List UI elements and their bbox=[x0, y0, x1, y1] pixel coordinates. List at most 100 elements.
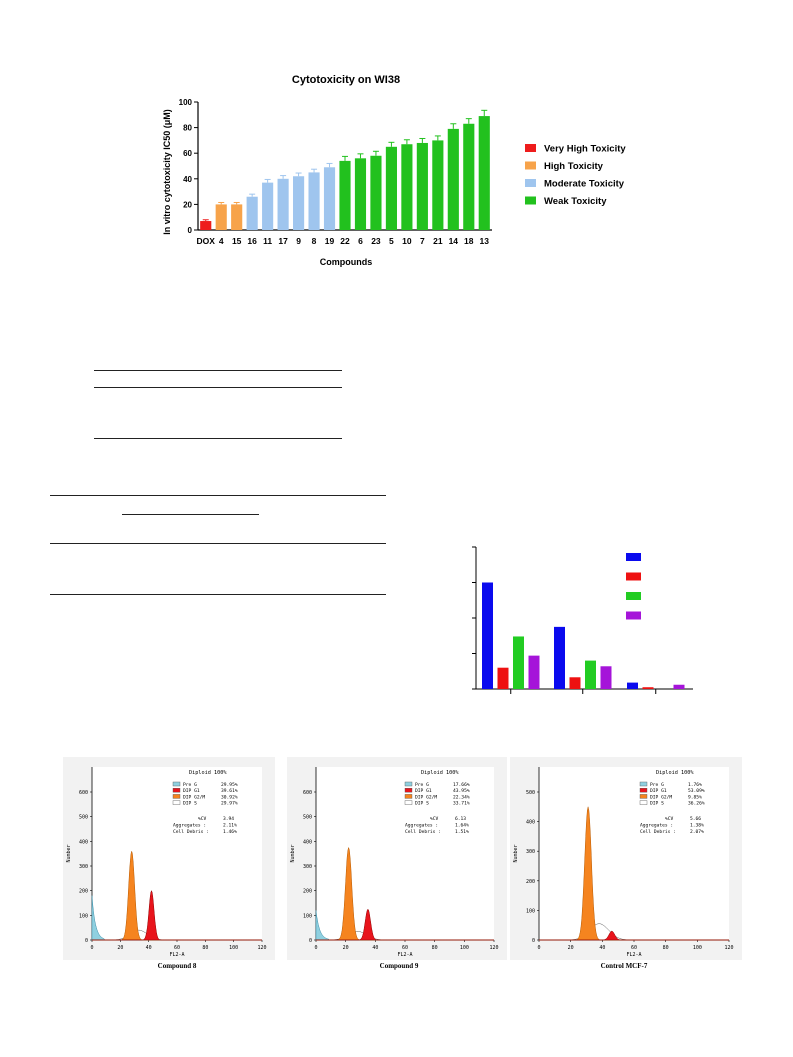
legend-swatch bbox=[626, 572, 641, 581]
x-tick-label: 22 bbox=[340, 236, 350, 246]
x-tick-label: 80 bbox=[663, 945, 669, 951]
bar bbox=[262, 182, 274, 230]
stat-value: 29.95% bbox=[221, 782, 238, 788]
table2-subheader-rule bbox=[122, 514, 259, 515]
y-tick-label: 200 bbox=[79, 889, 88, 895]
y-tick-label: 400 bbox=[303, 839, 312, 845]
stat-name: DIP S bbox=[183, 801, 197, 807]
table1-top-rule bbox=[94, 370, 342, 371]
bar bbox=[478, 116, 490, 230]
stat-value: 1.76% bbox=[688, 782, 702, 788]
table2-header-rule bbox=[50, 543, 386, 544]
y-tick-label: 400 bbox=[79, 839, 88, 845]
y-tick-label: 600 bbox=[79, 790, 88, 796]
bar bbox=[416, 142, 428, 230]
y-tick-label: 100 bbox=[179, 98, 193, 107]
bar bbox=[277, 178, 289, 230]
debris-label: Cell Debris : bbox=[640, 829, 676, 835]
debris-value: 2.07% bbox=[690, 829, 704, 835]
bar bbox=[528, 655, 540, 689]
aggregates-label: Aggregates : bbox=[173, 823, 206, 829]
bar bbox=[497, 667, 509, 689]
stat-name: DIP G2/M bbox=[183, 794, 205, 800]
y-tick-label: 0 bbox=[309, 938, 312, 944]
legend-swatch bbox=[525, 161, 536, 170]
legend-swatch bbox=[525, 144, 536, 152]
bar bbox=[215, 204, 227, 230]
x-tick-label: 100 bbox=[460, 945, 469, 951]
stat-swatch bbox=[404, 781, 413, 787]
legend-swatch bbox=[525, 179, 536, 187]
x-tick-label: 100 bbox=[229, 945, 238, 951]
x-tick-label: 5 bbox=[389, 236, 394, 246]
bar bbox=[246, 196, 258, 230]
aggregates-label: Aggregates : bbox=[640, 823, 673, 829]
bar bbox=[463, 123, 475, 230]
y-tick-label: 100 bbox=[303, 913, 312, 919]
debris-value: 1.46% bbox=[223, 829, 237, 835]
histogram-caption: Compound 9 bbox=[379, 962, 419, 970]
x-tick-label: 15 bbox=[232, 236, 242, 246]
x-tick-label: 0 bbox=[90, 945, 93, 951]
stat-name: Pre G bbox=[650, 782, 664, 788]
y-tick-label: 80 bbox=[183, 124, 192, 133]
x-axis-label: FL2-A bbox=[626, 952, 641, 958]
y-tick-label: 300 bbox=[526, 849, 535, 855]
y-tick-label: 300 bbox=[303, 864, 312, 870]
plot-area bbox=[539, 767, 729, 940]
x-tick-label: 7 bbox=[420, 236, 425, 246]
stat-value: 30.92% bbox=[221, 794, 238, 800]
x-tick-label: 80 bbox=[432, 945, 438, 951]
legend-swatch bbox=[626, 553, 641, 561]
x-tick-label: 8 bbox=[312, 236, 317, 246]
stat-swatch bbox=[404, 788, 413, 793]
bar bbox=[323, 167, 336, 230]
x-tick-label: DOX bbox=[197, 236, 216, 246]
debris-label: Cell Debris : bbox=[173, 829, 209, 835]
diploid-title: Diploid 100% bbox=[656, 770, 694, 776]
y-axis-label: Number bbox=[513, 844, 519, 862]
legend-label: High Toxicity bbox=[544, 161, 604, 172]
y-axis-label: Number bbox=[290, 844, 296, 862]
legend-label: Very High Toxicity bbox=[544, 144, 626, 155]
cytotoxicity-bar-chart: Cytotoxicity on WI38 In vitro cytotoxici… bbox=[162, 74, 626, 267]
y-tick-label: 300 bbox=[79, 864, 88, 870]
x-tick-label: 60 bbox=[631, 945, 637, 951]
y-tick-label: 200 bbox=[303, 889, 312, 895]
stat-value: 22.34% bbox=[453, 794, 470, 800]
cv-label: %CV bbox=[665, 816, 674, 822]
table1-header-rule bbox=[94, 387, 342, 388]
legend-label: Moderate Toxicity bbox=[544, 179, 625, 190]
grouped-bar-chart bbox=[472, 546, 693, 694]
y-tick-label: 0 bbox=[532, 938, 535, 944]
stat-value: 36.26% bbox=[688, 801, 705, 807]
stat-swatch bbox=[172, 800, 181, 805]
y-tick-label: 500 bbox=[526, 790, 535, 796]
bar bbox=[600, 666, 612, 689]
aggregates-value: 1.38% bbox=[690, 823, 704, 829]
y-tick-label: 0 bbox=[188, 226, 193, 235]
bar bbox=[642, 687, 654, 689]
x-tick-label: 10 bbox=[402, 236, 412, 246]
cv-value: 6.13 bbox=[455, 816, 466, 822]
x-tick-label: 23 bbox=[371, 236, 381, 246]
stat-name: Pre G bbox=[415, 782, 429, 788]
stat-value: 43.95% bbox=[453, 788, 470, 794]
x-tick-label: 17 bbox=[278, 236, 288, 246]
cv-label: %CV bbox=[430, 816, 439, 822]
bar bbox=[339, 160, 351, 230]
y-tick-label: 500 bbox=[79, 815, 88, 821]
x-tick-label: 4 bbox=[219, 236, 224, 246]
x-axis-label: FL2-A bbox=[397, 952, 412, 958]
x-tick-label: 18 bbox=[464, 236, 474, 246]
x-tick-label: 0 bbox=[537, 945, 540, 951]
x-tick-label: 40 bbox=[146, 945, 152, 951]
table1-bottom-rule bbox=[94, 438, 342, 439]
bar bbox=[627, 682, 638, 689]
x-tick-label: 21 bbox=[433, 236, 443, 246]
bar bbox=[370, 155, 382, 230]
stat-name: DIP S bbox=[650, 801, 664, 807]
cv-value: 5.66 bbox=[690, 816, 701, 822]
